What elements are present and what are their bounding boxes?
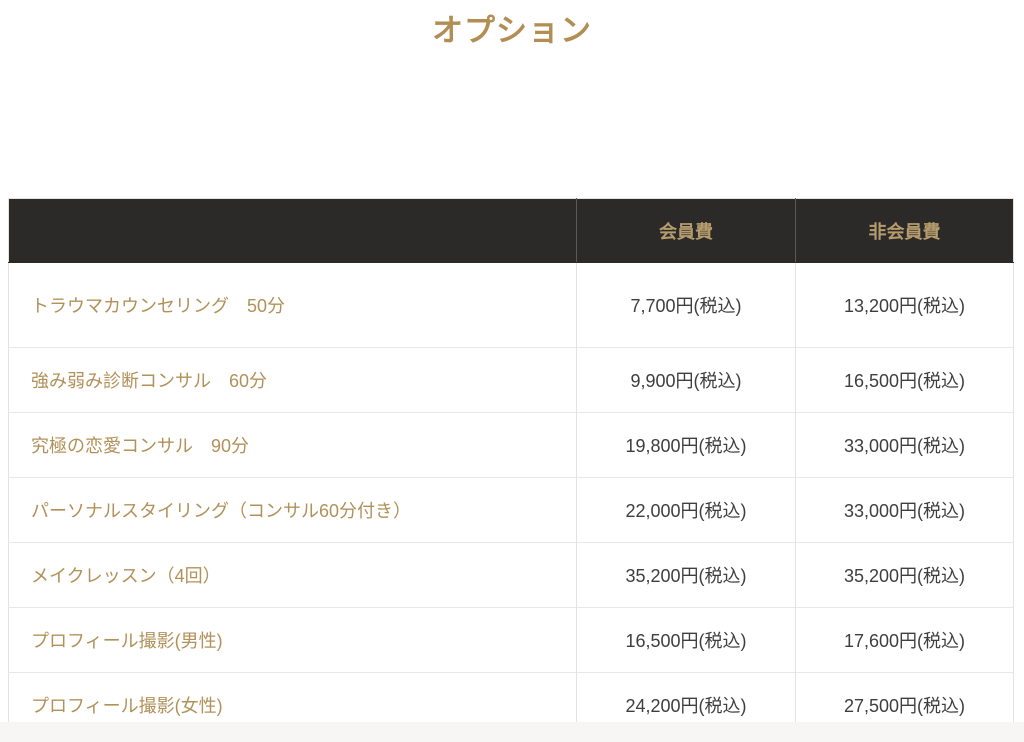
nonmember-fee-cell: 33,000円(税込) [795, 477, 1014, 543]
header-row: 会員費 非会員費 [8, 198, 1014, 263]
header-cell-service [8, 198, 577, 263]
member-fee-cell: 7,700円(税込) [576, 262, 796, 348]
table-row: 究極の恋愛コンサル 90分 19,800円(税込) 33,000円(税込) [8, 412, 1014, 478]
nonmember-fee-cell: 33,000円(税込) [795, 412, 1014, 478]
nonmember-fee-cell: 35,200円(税込) [795, 542, 1014, 608]
page-background-strip [0, 722, 1024, 742]
service-name-cell: メイクレッスン（4回） [31, 566, 221, 586]
pricing-table-container: 会員費 非会員費 トラウマカウンセリング 50分 7,700円(税込) 13,2… [8, 198, 1014, 738]
member-fee-cell: 35,200円(税込) [576, 542, 796, 608]
service-name-cell: プロフィール撮影(女性) [31, 696, 223, 716]
table-row: 強み弱み診断コンサル 60分 9,900円(税込) 16,500円(税込) [8, 347, 1014, 413]
service-name-cell: プロフィール撮影(男性) [31, 631, 223, 651]
table-row: パーソナルスタイリング（コンサル60分付き） 22,000円(税込) 33,00… [8, 477, 1014, 543]
member-fee-cell: 16,500円(税込) [576, 607, 796, 673]
member-fee-cell: 22,000円(税込) [576, 477, 796, 543]
nonmember-fee-cell: 16,500円(税込) [795, 347, 1014, 413]
service-name-cell: 強み弱み診断コンサル 60分 [31, 371, 268, 391]
member-fee-cell: 19,800円(税込) [576, 412, 796, 478]
nonmember-fee-cell: 13,200円(税込) [795, 262, 1014, 348]
table-row: メイクレッスン（4回） 35,200円(税込) 35,200円(税込) [8, 542, 1014, 608]
nonmember-fee-cell: 17,600円(税込) [795, 607, 1014, 673]
options-pricing-table: 会員費 非会員費 トラウマカウンセリング 50分 7,700円(税込) 13,2… [8, 198, 1014, 738]
member-fee-cell: 9,900円(税込) [576, 347, 796, 413]
page-title: オプション [432, 13, 592, 48]
table-row: トラウマカウンセリング 50分 7,700円(税込) 13,200円(税込) [9, 262, 1014, 348]
service-name-cell: パーソナルスタイリング（コンサル60分付き） [31, 501, 412, 521]
header-cell-member-fee: 会員費 [576, 198, 796, 263]
service-name-cell: 究極の恋愛コンサル 90分 [31, 436, 250, 456]
header-cell-nonmember-fee: 非会員費 [795, 198, 1014, 263]
table-row: プロフィール撮影(男性) 16,500円(税込) 17,600円(税込) [8, 607, 1014, 673]
service-name-cell: トラウマカウンセリング 50分 [31, 296, 286, 316]
